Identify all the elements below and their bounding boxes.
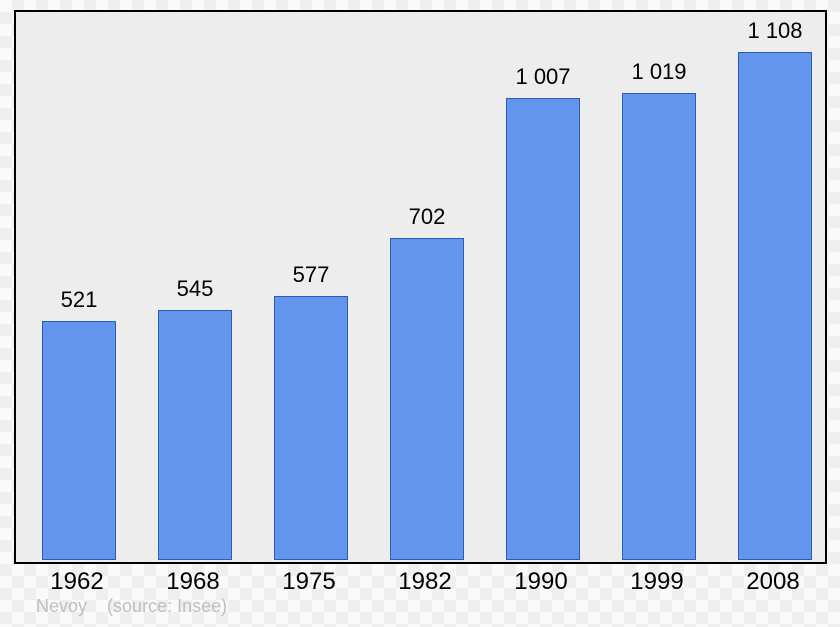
bar-value-label: 1 108	[747, 18, 802, 44]
x-axis-label: 1968	[166, 568, 219, 596]
bar	[274, 296, 348, 560]
bar	[622, 93, 696, 560]
footer-caption: Nevoy (source: Insee)	[36, 596, 227, 617]
x-axis-label: 1999	[630, 568, 683, 596]
bar	[506, 98, 580, 560]
footer-source: (source: Insee)	[107, 596, 227, 616]
bar-value-label: 577	[293, 262, 330, 288]
bar-value-label: 1 007	[515, 64, 570, 90]
footer-place: Nevoy	[36, 596, 87, 616]
bar	[158, 310, 232, 560]
bar	[42, 321, 116, 560]
bar	[390, 238, 464, 560]
x-axis-label: 1975	[282, 568, 335, 596]
plot-area: 521 545 577 702 1 007 1 019 1 108	[14, 10, 827, 564]
bar	[738, 52, 812, 560]
x-axis-label: 2008	[746, 568, 799, 596]
bar-value-label: 545	[177, 276, 214, 302]
bar-value-label: 1 019	[631, 59, 686, 85]
bar-value-label: 702	[409, 204, 446, 230]
x-axis-label: 1982	[398, 568, 451, 596]
x-axis-label: 1990	[514, 568, 567, 596]
chart-canvas: 521 545 577 702 1 007 1 019 1 108 1962 1968 1975…	[0, 0, 840, 627]
bar-value-label: 521	[61, 287, 98, 313]
x-axis-label: 1962	[50, 568, 103, 596]
